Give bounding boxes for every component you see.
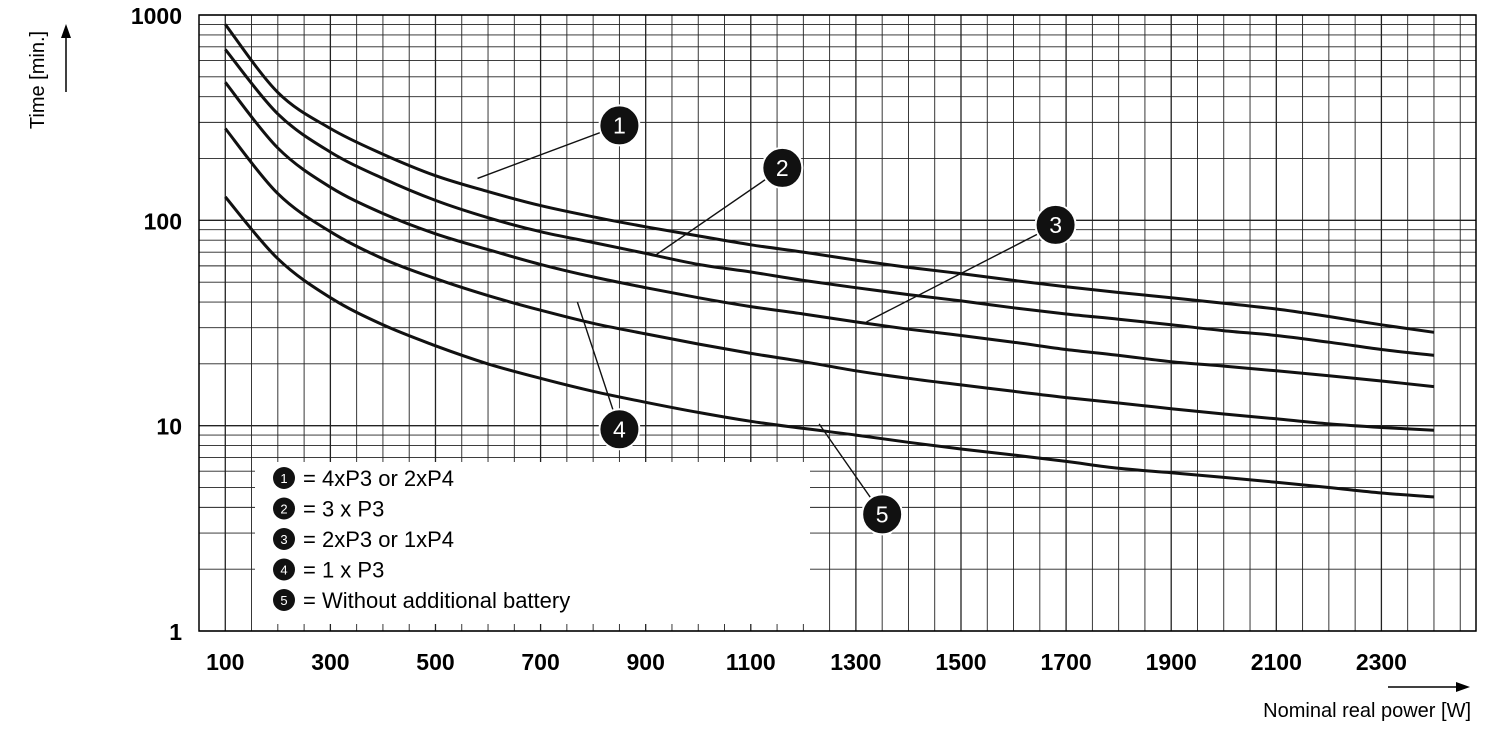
series-line-1 — [224, 23, 1435, 334]
x-axis-arrow — [1388, 682, 1470, 692]
callout-leader-3 — [866, 224, 1056, 323]
x-tick-label: 1500 — [935, 649, 986, 675]
legend-label: = 4xP3 or 2xP4 — [303, 466, 454, 491]
x-tick-label: 1300 — [830, 649, 881, 675]
x-axis-label: Nominal real power [W] — [1263, 700, 1471, 722]
legend-marker-2 — [273, 497, 295, 520]
plot-frame — [198, 14, 1477, 632]
callout-marker-5 — [861, 493, 904, 536]
legend-marker-3 — [273, 528, 295, 550]
callouts: 1 2 3 4 5 — [477, 104, 1077, 536]
x-tick-label: 100 — [206, 649, 244, 675]
plot-border — [198, 14, 1477, 632]
callout-leader-2 — [655, 167, 783, 256]
y-axis-arrow — [61, 24, 71, 92]
legend-number: 5 — [280, 593, 287, 608]
series-line-4 — [224, 127, 1435, 432]
x-tick-label: 1700 — [1041, 649, 1092, 675]
legend-box — [255, 462, 810, 624]
y-tick-label: 100 — [144, 208, 182, 234]
callout-number: 5 — [876, 501, 889, 527]
callout-marker-2 — [761, 146, 804, 189]
callout-marker-3 — [1034, 203, 1077, 246]
callout-number: 1 — [613, 112, 626, 138]
callout-number: 4 — [613, 416, 626, 442]
legend-marker-5 — [273, 589, 295, 611]
series-line-5 — [224, 195, 1435, 499]
y-tick-label: 1000 — [131, 3, 182, 29]
x-tick-label: 900 — [626, 649, 664, 675]
x-tick-label: 2300 — [1356, 649, 1407, 675]
axes: Time [min.] Nominal real power [W] 100 30… — [27, 3, 1471, 722]
legend-label: = 1 x P3 — [303, 558, 384, 583]
callout-number: 2 — [776, 155, 789, 181]
legend-label: = Without additional battery — [303, 588, 570, 613]
x-tick-label: 1100 — [726, 649, 776, 675]
callout-leader-1 — [477, 124, 620, 180]
callout-number: 3 — [1049, 212, 1062, 238]
x-tick-label: 300 — [311, 649, 349, 675]
y-tick-label: 10 — [156, 414, 182, 440]
legend-number: 4 — [280, 563, 287, 578]
x-tick-label: 700 — [521, 649, 559, 675]
legend-marker-1 — [273, 467, 295, 489]
legend-number: 1 — [280, 471, 287, 486]
x-tick-label: 1900 — [1146, 649, 1197, 675]
x-tick-label: 2100 — [1251, 649, 1302, 675]
callout-marker-1 — [598, 104, 641, 147]
legend-label: = 2xP3 or 1xP4 — [303, 527, 454, 552]
series-line-2 — [224, 48, 1435, 357]
series-line-3 — [224, 81, 1435, 389]
y-axis-label: Time [min.] — [27, 31, 49, 129]
legend-number: 2 — [280, 502, 287, 517]
callout-marker-4 — [598, 408, 641, 451]
series-layer — [224, 23, 1435, 499]
legend: 1 = 4xP3 or 2xP4 2 = 3 x P3 3 = 2xP3 or 1xP4 4… — [255, 462, 810, 624]
y-tick-label: 1 — [169, 619, 182, 645]
legend-number: 3 — [280, 532, 287, 547]
legend-label: = 3 x P3 — [303, 497, 384, 522]
x-tick-label: 500 — [416, 649, 454, 675]
legend-marker-4 — [273, 558, 295, 581]
callout-leader-4 — [576, 301, 621, 430]
